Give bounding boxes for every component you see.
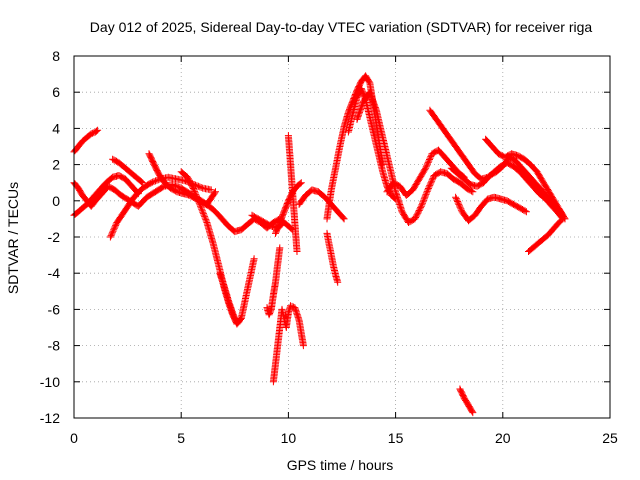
series-track-23 [452, 193, 530, 225]
data-point-marks [353, 88, 477, 226]
x-tick-label: 25 [602, 430, 618, 446]
data-points [70, 72, 569, 417]
x-tick-label: 20 [495, 430, 511, 446]
x-tick-label: 5 [177, 430, 185, 446]
series-track-13 [284, 132, 301, 255]
y-tick-label: 2 [52, 157, 60, 173]
x-tick-label: 15 [388, 430, 404, 446]
series-track-05 [109, 155, 147, 187]
data-point-marks [284, 132, 301, 255]
y-tick-label: 0 [52, 193, 60, 209]
y-tick-label: -12 [40, 410, 60, 426]
x-tick-label: 10 [281, 430, 297, 446]
data-point-marks [482, 135, 567, 219]
data-point-marks [263, 244, 284, 319]
data-point-marks [452, 193, 530, 225]
x-axis-label: GPS time / hours [287, 457, 394, 473]
y-tick-label: -8 [48, 338, 61, 354]
series-track-24 [482, 135, 567, 219]
data-point-marks [269, 302, 307, 386]
data-point-marks [456, 385, 477, 417]
chart-title: Day 012 of 2025, Sidereal Day-to-day VTE… [90, 19, 593, 35]
series-track-04 [106, 173, 215, 241]
data-point-marks [216, 269, 245, 328]
axis-ticks [73, 55, 611, 419]
x-tick-label: 0 [70, 430, 78, 446]
y-tick-label: -4 [48, 265, 61, 281]
plot-frame [73, 55, 611, 419]
data-point-marks [525, 217, 565, 255]
y-axis-label: SDTVAR / TECUs [5, 182, 21, 294]
data-point-marks [109, 155, 147, 187]
data-point-marks [323, 229, 342, 286]
y-tick-label: -10 [40, 374, 60, 390]
series-track-11 [269, 302, 307, 386]
series-track-25 [525, 217, 565, 255]
grid-lines [74, 56, 610, 418]
series-track-08 [216, 269, 245, 328]
series-track-18 [353, 88, 477, 226]
y-tick-label: 4 [52, 120, 60, 136]
y-tick-label: -2 [48, 229, 61, 245]
series-track-22 [456, 385, 477, 417]
y-tick-label: 8 [52, 48, 60, 64]
series-track-10 [263, 244, 284, 319]
y-tick-label: -6 [48, 301, 61, 317]
data-point-marks [106, 173, 215, 241]
y-tick-label: 6 [52, 84, 60, 100]
series-track-16 [323, 229, 342, 286]
tick-labels: 0 5 10 15 20 25 -12 -10 -8 -6 -4 -2 0 2 4 6 8 [40, 48, 618, 446]
